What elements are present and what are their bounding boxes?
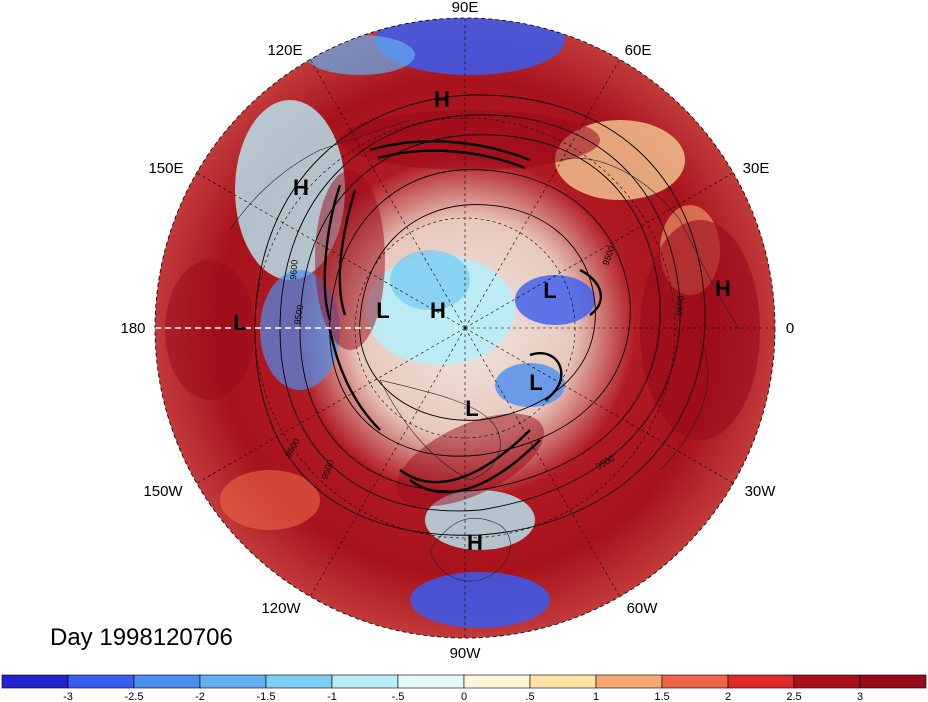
colorbar-tick-label: 1 — [593, 691, 599, 702]
longitude-labels: 90E 60E 30E 0 30W 60W 90W 120W 150W 180 … — [120, 0, 794, 662]
lon-label-180: 180 — [120, 320, 145, 337]
colorbar-tick-label: -2.5 — [125, 691, 144, 702]
colorbar: -3 -2.5 -2 -1.5 -1 -.5 0 .5 1 1.5 2 2.5 3 — [1, 674, 927, 702]
colorbar-swatch — [727, 674, 795, 689]
map-boundary — [154, 17, 776, 639]
contour-label: 9600 — [288, 259, 300, 280]
colorbar-tick-label: -1.5 — [257, 691, 276, 702]
colorbar-swatch — [463, 674, 531, 689]
colorbar-tick-label: 1.5 — [654, 691, 669, 702]
low-marker: L — [529, 370, 542, 395]
colorbar-swatch — [331, 674, 399, 689]
contour-label: 9600 — [674, 295, 686, 316]
colorbar-swatch — [397, 674, 465, 689]
colorbar-swatch — [133, 674, 201, 689]
lon-label-150e: 150E — [148, 160, 183, 177]
colorbar-swatch — [529, 674, 597, 689]
high-marker: H — [293, 175, 309, 200]
colorbar-tick-label: -2 — [195, 691, 205, 702]
colorbar-swatch — [661, 674, 729, 689]
high-marker: H — [467, 530, 483, 555]
colorbar-swatch — [1, 674, 69, 689]
lon-label-120e: 120E — [267, 42, 302, 59]
colorbar-swatch — [265, 674, 333, 689]
colorbar-tick-label: -3 — [63, 691, 73, 702]
colorbar-tick-label: -.5 — [392, 691, 405, 702]
colorbar-swatch — [793, 674, 861, 689]
lon-label-60w: 60W — [627, 600, 659, 617]
colorbar-tick-label: 2.5 — [786, 691, 801, 702]
date-label: Day 1998120706 — [50, 624, 233, 651]
low-marker: L — [465, 396, 478, 421]
height-contours — [254, 94, 706, 536]
jet-contours — [323, 140, 602, 494]
lon-label-30w: 30W — [745, 483, 777, 500]
low-marker: L — [543, 278, 556, 303]
lon-label-30e: 30E — [743, 160, 770, 177]
low-marker: L — [233, 310, 246, 335]
colorbar-tick-label: 2 — [725, 691, 731, 702]
graticule — [196, 18, 775, 638]
colorbar-tick-label: 0 — [461, 691, 467, 702]
low-marker: L — [376, 298, 389, 323]
colorbar-swatch — [199, 674, 267, 689]
coastlines — [229, 119, 741, 582]
colorbar-swatch — [859, 674, 927, 689]
lon-label-120w: 120W — [261, 600, 301, 617]
colorbar-tick-label: 3 — [857, 691, 863, 702]
colorbar-swatch — [595, 674, 663, 689]
lon-label-0: 0 — [786, 320, 794, 337]
pressure-centers: H H H H H L L L L L — [233, 87, 731, 555]
high-marker: H — [715, 276, 731, 301]
lon-label-90w: 90W — [450, 645, 482, 662]
colorbar-tick-label: .5 — [525, 691, 534, 702]
high-marker: H — [434, 87, 450, 112]
lon-label-150w: 150W — [143, 483, 183, 500]
colorbar-tick-label: -1 — [327, 691, 337, 702]
contour-label: 9500 — [292, 304, 305, 325]
lon-label-60e: 60E — [625, 42, 652, 59]
high-marker: H — [430, 298, 446, 323]
lon-label-90e: 90E — [452, 0, 479, 16]
colorbar-swatch — [67, 674, 135, 689]
